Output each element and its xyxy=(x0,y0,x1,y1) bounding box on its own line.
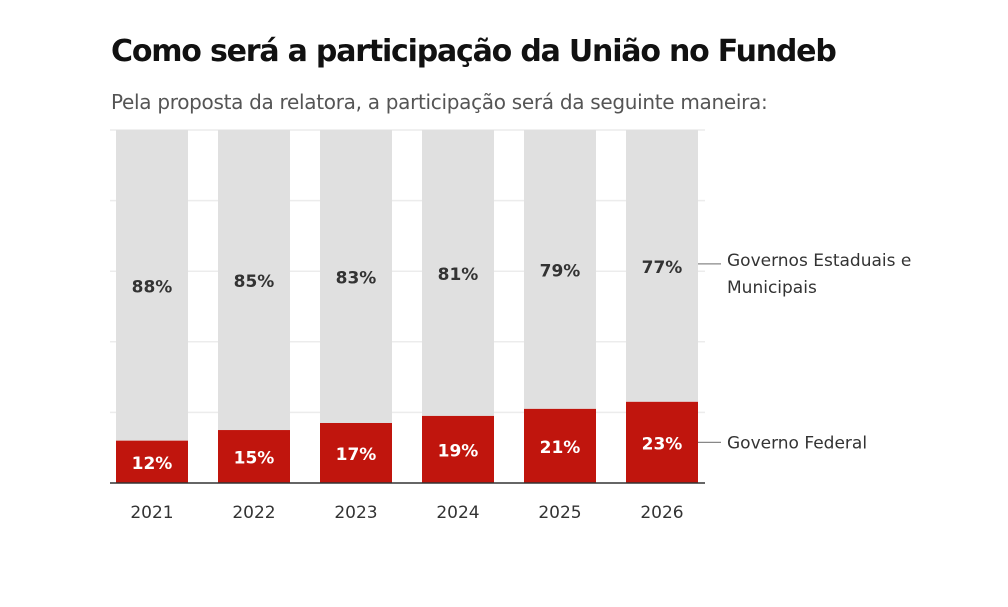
value-label-estaduais: 88% xyxy=(132,277,173,297)
bar-segment-estaduais-municipais xyxy=(422,130,494,416)
legend-label-federal: Governo Federal xyxy=(727,433,867,453)
x-tick-label: 2024 xyxy=(436,503,479,523)
chart-subtitle: Pela proposta da relatora, a participaçã… xyxy=(111,90,768,114)
bar-segment-estaduais-municipais xyxy=(320,130,392,423)
x-tick-label: 2026 xyxy=(640,503,683,523)
bar-segment-governo-federal xyxy=(218,430,290,483)
legend-label-estaduais: Governos Estaduais e xyxy=(727,251,911,271)
bar-segment-estaduais-municipais xyxy=(218,130,290,431)
value-label-federal: 15% xyxy=(234,449,275,469)
bar-segment-estaduais-municipais xyxy=(524,130,596,409)
value-label-estaduais: 81% xyxy=(438,265,479,285)
value-labels: 12% 88% 15% 85% 17% 83% 19% 81% 21% 79% 23% 77% xyxy=(132,258,683,474)
value-label-estaduais: 77% xyxy=(642,258,683,278)
value-label-federal: 12% xyxy=(132,454,173,474)
legend-label-estaduais: Municipais xyxy=(727,278,817,298)
x-tick-label: 2025 xyxy=(538,503,581,523)
bar-segment-governo-federal xyxy=(320,422,392,483)
bars xyxy=(116,130,698,483)
bar-segment-estaduais-municipais xyxy=(626,130,698,402)
bar-segment-governo-federal xyxy=(116,440,188,483)
x-axis: 2021 2022 2023 2024 2025 2026 xyxy=(110,482,705,523)
legend: Governos Estaduais e Municipais Governo Fe… xyxy=(698,251,911,453)
value-label-estaduais: 79% xyxy=(540,261,581,281)
gridlines xyxy=(110,129,705,414)
bar-segment-governo-federal xyxy=(422,415,494,483)
value-label-federal: 17% xyxy=(336,445,377,465)
x-tick-label: 2023 xyxy=(334,503,377,523)
value-label-federal: 21% xyxy=(540,438,581,458)
x-tick-label: 2021 xyxy=(130,503,173,523)
value-label-federal: 23% xyxy=(642,434,683,454)
chart-title: Como será a participação da União no Fun… xyxy=(111,34,837,69)
bar-segment-governo-federal xyxy=(626,401,698,483)
bar-segment-governo-federal xyxy=(524,408,596,483)
x-tick-label: 2022 xyxy=(232,503,275,523)
value-label-federal: 19% xyxy=(438,441,479,461)
value-label-estaduais: 85% xyxy=(234,272,275,292)
bar-segment-estaduais-municipais xyxy=(116,130,188,441)
value-label-estaduais: 83% xyxy=(336,268,377,288)
